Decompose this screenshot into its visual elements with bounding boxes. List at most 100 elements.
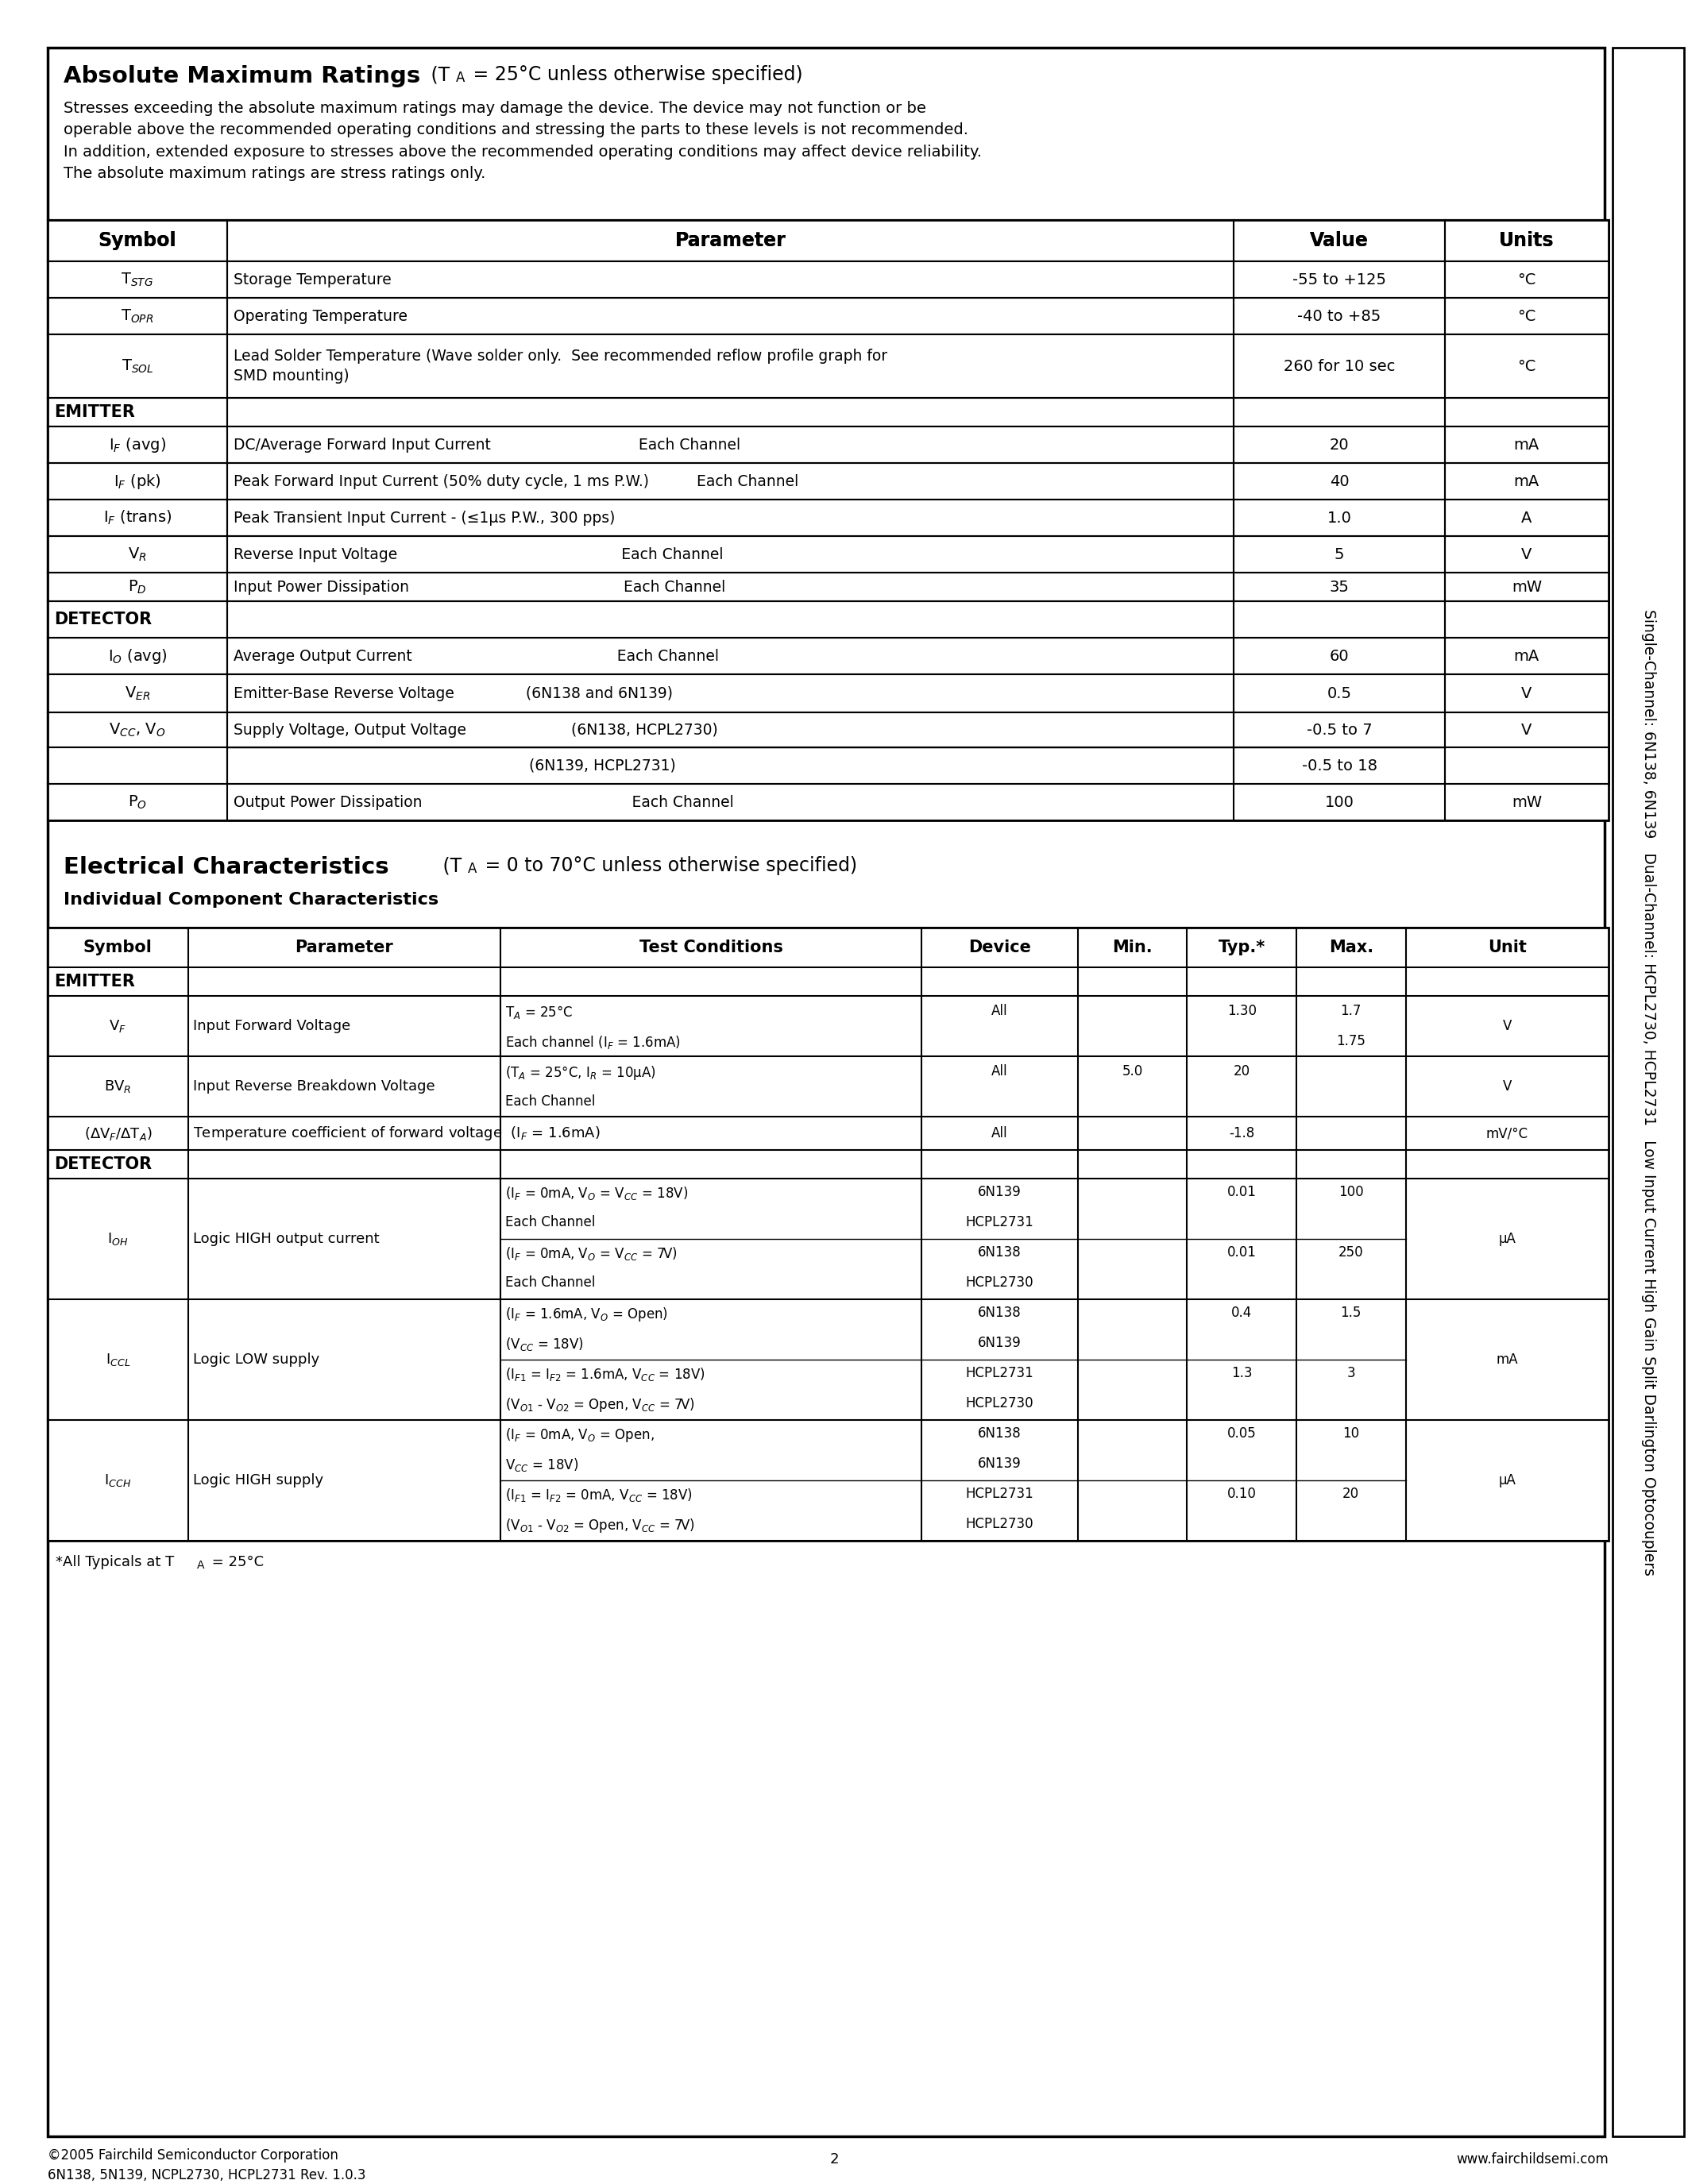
Text: °C: °C	[1518, 273, 1536, 286]
Text: Reverse Input Voltage                                               Each Channel: Reverse Input Voltage Each Channel	[233, 546, 722, 561]
Text: HCPL2730: HCPL2730	[966, 1518, 1033, 1531]
Text: Each Channel: Each Channel	[505, 1094, 596, 1109]
Text: Absolute Maximum Ratings: Absolute Maximum Ratings	[64, 66, 420, 87]
Text: 1.0: 1.0	[1327, 511, 1352, 526]
Text: P$_O$: P$_O$	[128, 793, 147, 810]
Text: Storage Temperature: Storage Temperature	[233, 273, 392, 286]
Text: A: A	[197, 1559, 204, 1570]
Text: Supply Voltage, Output Voltage                      (6N138, HCPL2730): Supply Voltage, Output Voltage (6N138, H…	[233, 723, 717, 738]
Text: = 25°C: = 25°C	[208, 1555, 263, 1570]
Text: HCPL2731: HCPL2731	[966, 1214, 1033, 1230]
Text: I$_{CCH}$: I$_{CCH}$	[105, 1472, 132, 1487]
Text: 6N139: 6N139	[977, 1457, 1021, 1470]
Text: 0.10: 0.10	[1227, 1487, 1256, 1500]
Text: 0.4: 0.4	[1231, 1306, 1252, 1319]
Text: 1.7: 1.7	[1340, 1005, 1362, 1018]
Text: 0.05: 0.05	[1227, 1426, 1256, 1441]
Text: μA: μA	[1499, 1474, 1516, 1487]
Text: V: V	[1521, 546, 1533, 561]
Text: T$_{OPR}$: T$_{OPR}$	[122, 308, 154, 325]
Text: (I$_{F1}$ = I$_{F2}$ = 1.6mA, V$_{CC}$ = 18V): (I$_{F1}$ = I$_{F2}$ = 1.6mA, V$_{CC}$ =…	[505, 1365, 706, 1382]
Text: -0.5 to 7: -0.5 to 7	[1307, 723, 1372, 738]
Text: 0.5: 0.5	[1327, 686, 1352, 701]
Text: I$_O$ (avg): I$_O$ (avg)	[108, 646, 167, 666]
Text: 6N139: 6N139	[977, 1337, 1021, 1350]
Text: Device: Device	[969, 939, 1031, 954]
Text: Logic LOW supply: Logic LOW supply	[192, 1352, 319, 1367]
Text: 20: 20	[1342, 1487, 1359, 1500]
Text: (V$_{CC}$ = 18V): (V$_{CC}$ = 18V)	[505, 1337, 584, 1352]
Text: mA: mA	[1514, 474, 1539, 489]
Text: Logic HIGH output current: Logic HIGH output current	[192, 1232, 380, 1247]
Text: 1.3: 1.3	[1231, 1365, 1252, 1380]
Text: HCPL2731: HCPL2731	[966, 1487, 1033, 1500]
Text: ©2005 Fairchild Semiconductor Corporation
6N138, 5N139, NCPL2730, HCPL2731 Rev. : ©2005 Fairchild Semiconductor Corporatio…	[47, 2149, 366, 2182]
Text: Typ.*: Typ.*	[1219, 939, 1266, 954]
Text: V$_R$: V$_R$	[128, 546, 147, 563]
Text: Symbol: Symbol	[98, 232, 177, 251]
Text: mW: mW	[1511, 795, 1541, 810]
Text: A: A	[456, 70, 464, 85]
Text: 35: 35	[1330, 579, 1349, 594]
Text: (I$_F$ = 1.6mA, V$_O$ = Open): (I$_F$ = 1.6mA, V$_O$ = Open)	[505, 1306, 668, 1324]
Text: mA: mA	[1514, 437, 1539, 452]
Text: -55 to +125: -55 to +125	[1293, 273, 1386, 286]
Text: Parameter: Parameter	[675, 232, 787, 251]
Text: HCPL2730: HCPL2730	[966, 1396, 1033, 1411]
Text: EMITTER: EMITTER	[54, 974, 135, 989]
Text: Lead Solder Temperature (Wave solder only.  See recommended reflow profile graph: Lead Solder Temperature (Wave solder onl…	[233, 349, 888, 384]
Text: mA: mA	[1496, 1352, 1518, 1367]
Text: EMITTER: EMITTER	[54, 404, 135, 419]
Text: Individual Component Characteristics: Individual Component Characteristics	[64, 891, 439, 909]
Text: Emitter-Base Reverse Voltage               (6N138 and 6N139): Emitter-Base Reverse Voltage (6N138 and …	[233, 686, 674, 701]
Text: (T: (T	[437, 856, 463, 876]
Text: HCPL2730: HCPL2730	[966, 1275, 1033, 1291]
Text: 20: 20	[1330, 437, 1349, 452]
Text: -40 to +85: -40 to +85	[1298, 308, 1381, 323]
Text: 5.0: 5.0	[1123, 1064, 1143, 1079]
Text: (V$_{O1}$ - V$_{O2}$ = Open, V$_{CC}$ = 7V): (V$_{O1}$ - V$_{O2}$ = Open, V$_{CC}$ = …	[505, 1396, 695, 1413]
Text: P$_D$: P$_D$	[128, 579, 147, 596]
Text: Min.: Min.	[1112, 939, 1153, 954]
Text: V: V	[1521, 723, 1533, 738]
Text: Input Power Dissipation                                             Each Channel: Input Power Dissipation Each Channel	[233, 579, 726, 594]
Text: Stresses exceeding the absolute maximum ratings may damage the device. The devic: Stresses exceeding the absolute maximum …	[64, 100, 982, 181]
Text: Each Channel: Each Channel	[505, 1214, 596, 1230]
Text: All: All	[991, 1064, 1008, 1079]
Text: 100: 100	[1325, 795, 1354, 810]
Text: (ΔV$_F$/ΔT$_A$): (ΔV$_F$/ΔT$_A$)	[84, 1125, 152, 1142]
Text: (I$_F$ = 0mA, V$_O$ = V$_{CC}$ = 7V): (I$_F$ = 0mA, V$_O$ = V$_{CC}$ = 7V)	[505, 1245, 677, 1262]
Text: 3: 3	[1347, 1365, 1355, 1380]
Bar	[47, 221, 1609, 821]
Text: Unit: Unit	[1487, 939, 1526, 954]
Text: All: All	[991, 1127, 1008, 1140]
Text: Average Output Current                                           Each Channel: Average Output Current Each Channel	[233, 649, 719, 664]
Text: V$_{CC}$ = 18V): V$_{CC}$ = 18V)	[505, 1457, 579, 1474]
Text: I$_F$ (avg): I$_F$ (avg)	[108, 435, 165, 454]
Text: = 25°C unless otherwise specified): = 25°C unless otherwise specified)	[468, 66, 803, 85]
Text: -1.8: -1.8	[1229, 1127, 1254, 1140]
Text: 20: 20	[1234, 1064, 1251, 1079]
Text: Temperature coefficient of forward voltage  (I$_F$ = 1.6mA): Temperature coefficient of forward volta…	[192, 1125, 599, 1142]
Text: 100: 100	[1339, 1186, 1364, 1199]
Text: 1.5: 1.5	[1340, 1306, 1362, 1319]
Text: 6N138: 6N138	[977, 1426, 1021, 1441]
Text: V: V	[1502, 1079, 1512, 1094]
Text: °C: °C	[1518, 308, 1536, 323]
Bar	[47, 928, 1609, 1540]
Text: Electrical Characteristics: Electrical Characteristics	[64, 856, 388, 878]
Text: V$_{CC}$, V$_O$: V$_{CC}$, V$_O$	[110, 721, 165, 738]
Text: Peak Transient Input Current - (≤1μs P.W., 300 pps): Peak Transient Input Current - (≤1μs P.W…	[233, 511, 614, 526]
Text: (I$_F$ = 0mA, V$_O$ = V$_{CC}$ = 18V): (I$_F$ = 0mA, V$_O$ = V$_{CC}$ = 18V)	[505, 1186, 687, 1201]
Text: 5: 5	[1334, 546, 1344, 561]
Text: (V$_{O1}$ - V$_{O2}$ = Open, V$_{CC}$ = 7V): (V$_{O1}$ - V$_{O2}$ = Open, V$_{CC}$ = …	[505, 1518, 695, 1535]
Text: °C: °C	[1518, 358, 1536, 373]
Text: mW: mW	[1511, 579, 1541, 594]
Text: (6N139, HCPL2731): (6N139, HCPL2731)	[233, 758, 675, 773]
Text: Peak Forward Input Current (50% duty cycle, 1 ms P.W.)          Each Channel: Peak Forward Input Current (50% duty cyc…	[233, 474, 798, 489]
Text: Symbol: Symbol	[83, 939, 152, 954]
Text: 40: 40	[1330, 474, 1349, 489]
Text: Units: Units	[1499, 232, 1555, 251]
Text: Parameter: Parameter	[675, 232, 787, 251]
Text: (T: (T	[425, 66, 449, 85]
